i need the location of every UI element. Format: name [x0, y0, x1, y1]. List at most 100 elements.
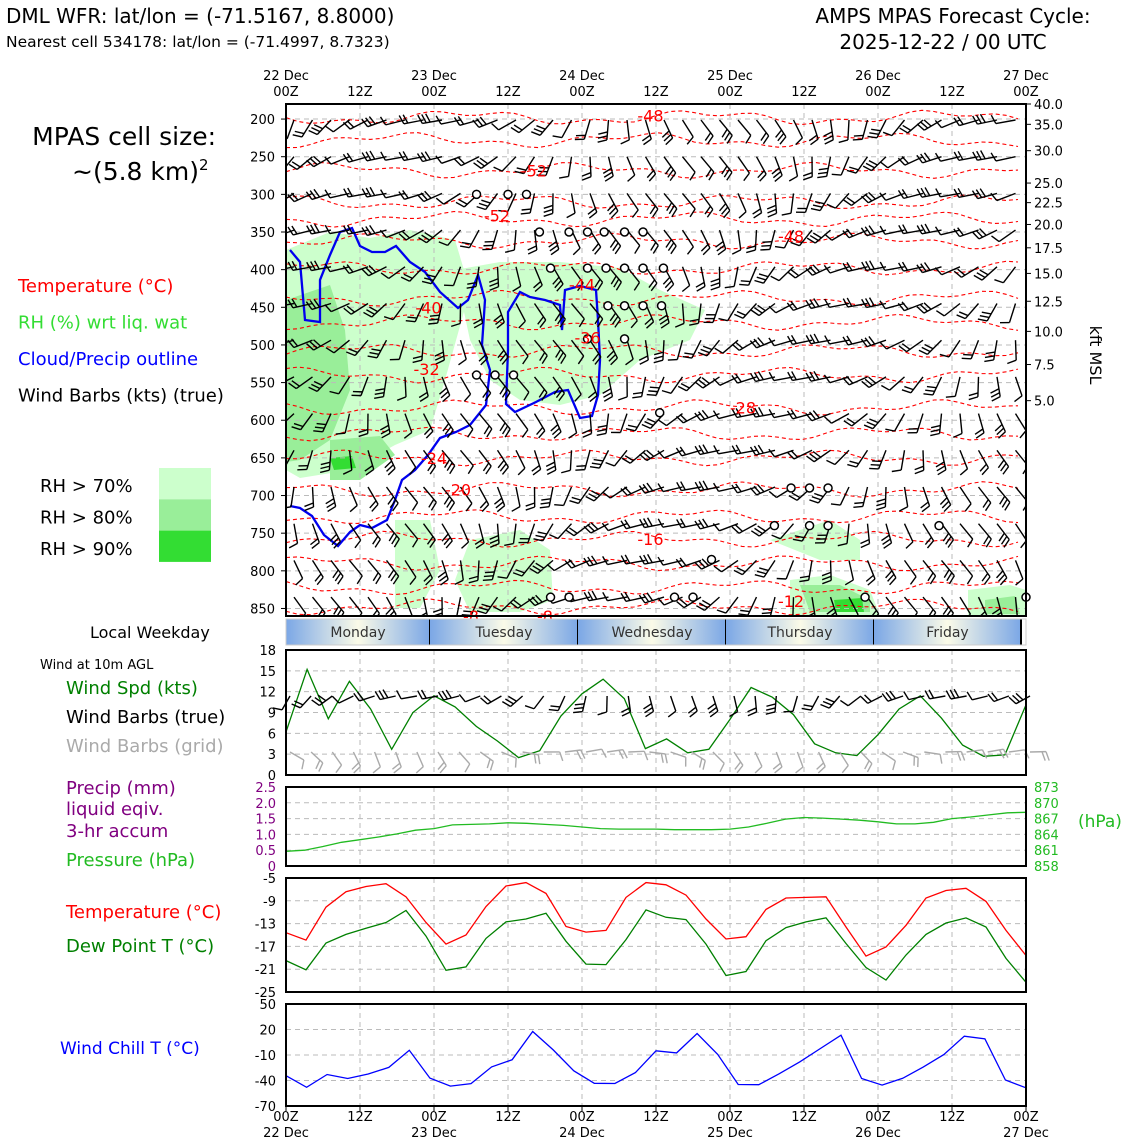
wind-barb: [472, 116, 498, 128]
weekday-name: Friday: [926, 625, 968, 641]
barb-staff: [522, 751, 539, 756]
wind-barb: [712, 523, 739, 532]
barb-feather: [642, 593, 650, 603]
barb-feather: [739, 283, 749, 286]
barb-staff: [891, 119, 906, 137]
temperature-legend: Temperature (°C)Dew Point T (°C): [65, 902, 221, 957]
barb-staff: [754, 695, 758, 712]
barb-staff: [924, 751, 941, 755]
wind-barb: [977, 303, 998, 322]
barb-feather: [314, 573, 322, 582]
barb-feather: [765, 707, 776, 711]
wind-barb: [1014, 376, 1023, 403]
bottom-date-label: 27 Dec: [1003, 1126, 1049, 1140]
barb-feather: [426, 536, 434, 545]
barb-feather: [887, 573, 895, 582]
surface-barb-true: [353, 691, 375, 702]
wind-barb: [880, 376, 905, 391]
wind-barb: [398, 229, 424, 241]
barb-feather: [429, 314, 440, 317]
barb-feather: [611, 315, 619, 325]
barb-feather: [439, 765, 447, 774]
barb-staff: [329, 266, 350, 273]
barb-feather: [551, 427, 560, 436]
wind-barb: [412, 340, 425, 364]
wind-barb: [826, 449, 850, 466]
barb-feather: [504, 542, 514, 547]
barb-feather: [924, 343, 934, 350]
barb-feather: [428, 498, 435, 508]
barb-feather: [697, 351, 708, 357]
barb-feather: [458, 199, 468, 205]
wind-barb: [885, 413, 906, 432]
barb-feather: [287, 194, 295, 203]
barb-staff: [498, 119, 517, 131]
wind-barb: [575, 450, 591, 471]
cloud-point: [688, 592, 698, 602]
wind-barb: [920, 486, 931, 513]
barb-feather: [864, 193, 873, 202]
barb-feather: [402, 231, 411, 239]
barb-feather: [557, 315, 564, 325]
barb-feather: [879, 225, 886, 235]
barb-feather: [387, 610, 395, 616]
barb-feather: [677, 385, 687, 392]
barb-feather: [923, 119, 932, 127]
barb-feather: [493, 166, 503, 172]
temperature-label: -44: [569, 276, 595, 295]
barb-feather: [930, 428, 941, 433]
surface-barb-grid: [860, 751, 873, 773]
barb-feather: [489, 278, 499, 283]
barb-feather: [275, 464, 284, 471]
barb-feather: [641, 134, 651, 142]
barb-staff: [840, 156, 850, 176]
barb-feather: [573, 707, 584, 710]
wind-barb: [860, 336, 887, 348]
barb-staff: [437, 751, 447, 767]
barb-feather: [613, 278, 620, 288]
wind-barb: [569, 486, 591, 505]
y-tick-label: 1.0: [255, 828, 276, 843]
barb-feather: [694, 412, 702, 421]
bottom-date-label: 23 Dec: [411, 1126, 457, 1140]
barb-staff: [792, 597, 795, 616]
cloud-point: [860, 592, 870, 602]
wind-barb: [844, 560, 855, 586]
wind-barb: [342, 119, 369, 130]
barb-feather: [887, 606, 894, 615]
bottom-hour-label: 00Z: [717, 1110, 743, 1125]
barb-feather: [624, 591, 631, 601]
barb-feather: [735, 373, 742, 383]
top-date-label: 24 Dec: [559, 69, 605, 84]
barb-feather: [817, 175, 827, 179]
barb-feather: [554, 280, 562, 289]
wind-barb: [379, 413, 391, 439]
barb-feather: [985, 351, 996, 355]
barb-feather: [497, 459, 505, 469]
barb-staff: [404, 413, 413, 433]
barb-feather: [885, 570, 893, 579]
barb-feather: [1014, 395, 1023, 403]
barb-staff: [691, 695, 698, 712]
barb-feather: [979, 269, 989, 276]
barb-staff: [848, 596, 859, 616]
wind-barb: [552, 339, 567, 365]
barb-feather: [646, 482, 654, 492]
pressure-tick-label: 800: [250, 565, 275, 580]
wind-barb: [383, 303, 406, 321]
wind-barb: [422, 523, 436, 548]
y-tick-label: 1.5: [255, 813, 276, 828]
barb-feather: [811, 496, 822, 501]
wind-barb: [515, 449, 526, 476]
top-date-label: 23 Dec: [411, 69, 457, 84]
barb-feather: [762, 240, 772, 243]
barb-feather: [632, 391, 643, 395]
wind-barb: [996, 523, 1010, 548]
surface-barb-true: [1008, 692, 1031, 705]
barb-feather: [847, 463, 857, 468]
bottom-hour-label: 00Z: [865, 1110, 891, 1125]
barb-feather: [480, 357, 489, 366]
barb-feather: [474, 538, 484, 545]
barb-feather: [537, 170, 548, 173]
